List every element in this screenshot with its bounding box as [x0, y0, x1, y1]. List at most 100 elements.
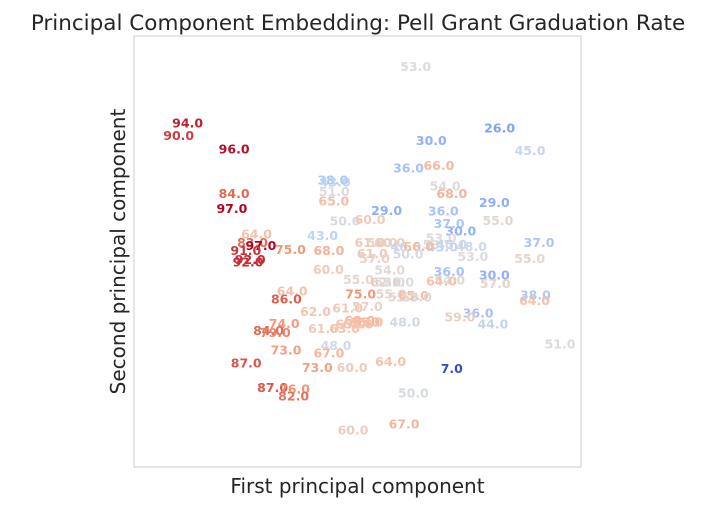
data-point-label: 84.0: [253, 323, 284, 338]
data-labels-layer: 53.094.090.096.030.026.045.036.0 66.038.0…: [163, 59, 575, 437]
data-point-label: 87.0: [231, 356, 262, 371]
data-point-label: 67.0: [313, 346, 344, 361]
data-point-label: 53.0: [457, 249, 488, 264]
data-point-label: 97.0: [216, 201, 247, 216]
data-point-label: 36.0: [393, 160, 424, 175]
data-point-label: 30.0: [445, 223, 476, 238]
plot-area: [133, 35, 582, 468]
data-point-label: 76.0: [279, 382, 310, 397]
data-point-label: 94.0: [172, 116, 203, 131]
data-point-label: 54.0: [434, 272, 465, 287]
data-point-label: 51.0: [319, 184, 350, 199]
data-point-label: 68.0: [436, 186, 467, 201]
data-point-label: 64.0: [241, 226, 272, 241]
data-point-label: 61.0: [357, 246, 388, 261]
data-point-label: 59.0: [444, 310, 475, 325]
data-point-label: 38.0: [520, 288, 551, 303]
data-point-label: 50.0: [330, 213, 361, 228]
data-point-label: 37.0: [434, 216, 465, 231]
data-point-label: 60.0: [313, 262, 344, 277]
data-point-label: 92.0: [233, 254, 264, 269]
data-point-label: 53.0: [400, 59, 431, 74]
data-point-label: 37.0: [524, 235, 555, 250]
data-point-label: 63.0: [329, 321, 360, 336]
data-point-label: 64.0: [375, 354, 406, 369]
data-point-label: 46.0: [390, 239, 421, 254]
data-point-label: 48.0: [321, 338, 352, 353]
data-point-label: 73.0: [302, 360, 333, 375]
data-point-label: 55.0: [343, 272, 374, 287]
data-point-label: 83.0: [237, 235, 268, 250]
data-point-label: 60.0: [355, 212, 386, 227]
data-point-label: 7.0: [441, 361, 463, 376]
data-point-label: 36.0: [434, 264, 465, 279]
data-point-label: 55.0: [482, 213, 513, 228]
data-point-label: 65.0: [318, 194, 349, 209]
data-point-label: 43.0: [307, 228, 338, 243]
data-point-label: 50.0: [398, 385, 429, 400]
data-point-label: 62.0: [370, 275, 401, 290]
data-point-label: 54.0: [430, 179, 461, 194]
data-point-label: 68.0: [313, 243, 344, 258]
data-point-label: 48.0: [389, 314, 420, 329]
data-point-label: 73.0: [271, 342, 302, 357]
data-point-label: 57.0: [480, 276, 511, 291]
data-point-label: 55.0: [401, 290, 432, 305]
chart-title: Principal Component Embedding: Pell Gran…: [31, 11, 685, 36]
data-point-label: 64.0: [277, 284, 308, 299]
data-point-label: 87.0: [257, 380, 288, 395]
data-point-label: 36.0: [463, 306, 494, 321]
data-point-label: 65.0: [352, 315, 383, 330]
data-point-label: 52.0: [374, 275, 405, 290]
data-point-label: 58.0: [367, 235, 398, 250]
data-point-label: 64.0: [519, 293, 550, 308]
data-point-label: 75.0: [275, 242, 306, 257]
data-point-label: 29.0: [371, 203, 402, 218]
data-point-label: 60.0: [338, 422, 369, 437]
data-point-label: 53.0: [426, 231, 457, 246]
data-point-label: 57.0: [359, 251, 390, 266]
data-point-label: 66.0: [403, 239, 434, 254]
data-point-label: 63.0: [335, 316, 366, 331]
data-point-label: 36.0: [428, 204, 459, 219]
data-point-label: 61.0: [332, 301, 363, 316]
data-point-label: 79.0: [260, 325, 291, 340]
data-point-label: 74.0: [269, 316, 300, 331]
data-point-label: 65.0: [398, 288, 429, 303]
data-point-label: 38.0: [317, 173, 348, 188]
data-point-label: 91.0: [230, 243, 261, 258]
data-point-label: 92.0: [235, 252, 266, 267]
data-point-label: 66.0: [349, 314, 380, 329]
data-point-label: 44.0: [477, 316, 508, 331]
data-point-label: 97.0: [245, 238, 276, 253]
data-point-label: 60.0: [374, 235, 405, 250]
data-point-label: 54.0: [374, 263, 405, 278]
data-point-label: 43.0: [427, 240, 458, 255]
data-point-label: 55.0: [376, 287, 407, 302]
data-point-label: 82.0: [278, 388, 309, 403]
data-point-label: 96.0: [219, 141, 250, 156]
data-point-label: 55.0: [388, 290, 419, 305]
data-point-label: 29.0: [479, 195, 510, 210]
data-point-label: 30.0: [479, 268, 510, 283]
data-point-label: 63.0: [342, 316, 373, 331]
data-point-label: 48.0: [456, 239, 487, 254]
data-point-label: 51.0: [383, 275, 414, 290]
data-point-label: 45.0: [515, 143, 546, 158]
data-point-label: 50.0: [393, 247, 424, 262]
x-axis-label: First principal component: [230, 474, 484, 498]
data-point-label: 53.0: [423, 237, 454, 252]
y-axis-label: Second principal component: [106, 109, 130, 395]
data-point-label: 66.0: [423, 158, 454, 173]
data-point-label: 67.0: [389, 416, 420, 431]
data-point-label: 64.0: [426, 274, 457, 289]
data-point-label: 84.0: [219, 186, 250, 201]
data-point-label: 55.0: [514, 251, 545, 266]
data-point-label: 86.0: [271, 291, 302, 306]
data-point-label: 57.0: [352, 299, 383, 314]
data-point-label: 26.0: [484, 121, 515, 136]
data-point-label: 62.0: [300, 304, 331, 319]
data-point-label: 30.0: [416, 133, 447, 148]
data-point-label: 45.0: [436, 237, 467, 252]
